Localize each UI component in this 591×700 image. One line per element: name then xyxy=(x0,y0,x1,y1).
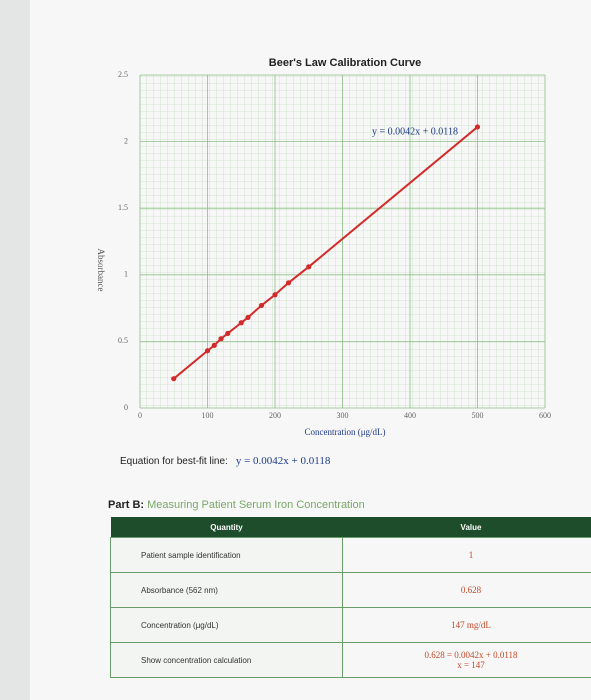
part-title: Measuring Patient Serum Iron Concentrati… xyxy=(147,499,365,511)
x-tick-label: 500 xyxy=(472,411,484,420)
data-point xyxy=(218,336,224,342)
x-tick-label: 0 xyxy=(138,411,142,420)
quantity-cell: Absorbance (562 nm) xyxy=(110,572,343,608)
chart-title: Beer's Law Calibration Curve xyxy=(269,57,421,69)
part-b-heading: Part B: Measuring Patient Serum Iron Con… xyxy=(108,499,365,511)
x-axis-label: Concentration (μg/dL) xyxy=(304,427,385,437)
y-tick-label: 2.5 xyxy=(118,70,128,79)
table: Quantity Value Patient sample identificat… xyxy=(110,517,591,678)
header-cell: Value xyxy=(342,517,591,538)
value-cell: 147 mg/dL xyxy=(342,607,591,643)
value-cell: 0.628 = 0.0042x + 0.0118 x = 147 xyxy=(342,642,591,678)
table-row: Concentration (μg/dL) 147 mg/dL xyxy=(110,607,591,643)
y-axis-label: Absorbance xyxy=(96,249,106,292)
y-tick-label: 0 xyxy=(124,403,128,412)
data-point xyxy=(245,314,251,321)
table-row: Show concentration calculation 0.628 = 0.… xyxy=(110,642,591,678)
x-tick-label: 200 xyxy=(269,411,281,420)
quantity-cell: Patient sample identification xyxy=(110,537,343,573)
header-cell: Quantity xyxy=(110,517,343,538)
x-tick-label: 300 xyxy=(337,411,349,420)
equation: y = 0.0042x + 0.0118 xyxy=(235,455,331,467)
chart: Beer's Law Calibration Curve Absorbance … xyxy=(96,57,551,437)
part-label: Part B: xyxy=(108,499,145,511)
calc-line: x = 147 xyxy=(457,660,485,670)
x-tick-label: 100 xyxy=(202,411,214,420)
y-tick-label: 1.5 xyxy=(118,203,128,212)
value-cell: 0.628 xyxy=(342,572,591,608)
quantity-cell: Concentration (μg/dL) xyxy=(110,607,343,643)
value-cell: 1 xyxy=(342,537,591,573)
quantity-cell: Show concentration calculation xyxy=(110,642,343,678)
data-point xyxy=(272,292,278,298)
calc-line: 0.628 = 0.0042x + 0.0118 xyxy=(424,650,518,660)
table-row: Patient sample identification 1 xyxy=(110,537,591,573)
equation-label: Equation for best-fit line: xyxy=(120,456,228,467)
data-point xyxy=(225,330,231,337)
data-point xyxy=(171,376,177,382)
y-tick-label: 2 xyxy=(124,136,128,145)
y-tick-label: 0.5 xyxy=(118,336,128,345)
data-point xyxy=(474,124,481,130)
data-point xyxy=(211,342,217,348)
data-point xyxy=(306,264,312,270)
data-point xyxy=(204,348,211,354)
table-row: Absorbance (562 nm) 0.628 xyxy=(110,572,591,608)
data-point xyxy=(258,302,265,309)
header-row: Quantity Value xyxy=(110,517,591,538)
equation-section: Equation for best-fit line: y = 0.0042x +… xyxy=(120,455,330,467)
y-tick-label: 1 xyxy=(124,270,128,279)
document: Beer's Law Calibration Curve Absorbance … xyxy=(30,0,591,700)
annotation: y = 0.0042x + 0.0118 xyxy=(372,126,458,137)
data-point xyxy=(238,320,244,326)
x-tick-label: 600 xyxy=(539,411,551,420)
data-point xyxy=(285,280,292,286)
x-tick-label: 400 xyxy=(404,411,416,420)
